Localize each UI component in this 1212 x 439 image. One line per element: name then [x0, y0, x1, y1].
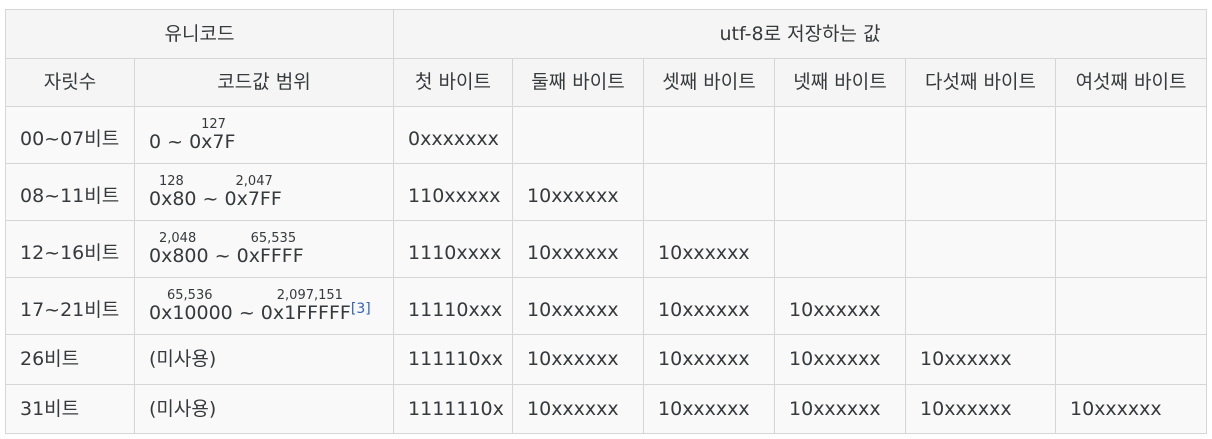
byte-cell: [905, 220, 1057, 278]
byte-cell: 11110xxx: [393, 277, 514, 335]
bits-cell: 26비트: [5, 334, 135, 385]
header-byte-4: 넷째 바이트: [774, 58, 907, 107]
table-row: 00~07비트 0 ~ 0x7F 127 0xxxxxxx: [5, 106, 1208, 164]
range-unused: (미사용): [149, 348, 217, 371]
range-cell: (미사용): [133, 384, 395, 434]
header-range: 코드값 범위: [133, 58, 395, 107]
bits-cell: 12~16비트: [5, 220, 135, 278]
byte-cell: [905, 163, 1057, 221]
range-end: 0x1FFFFF 2,097,151: [260, 287, 351, 324]
byte-cell: [1055, 106, 1208, 164]
byte-cell: 10xxxxxx: [643, 220, 776, 278]
range-start: 0: [149, 130, 162, 153]
header-unicode: 유니코드: [4, 9, 395, 59]
range-cell: 0x10000 65,536 ~ 0x1FFFFF 2,097,151 [3]: [133, 277, 395, 335]
range-end-decimal: 2,097,151: [276, 287, 343, 303]
byte-cell: 10xxxxxx: [643, 334, 776, 385]
byte-cell: 10xxxxxx: [512, 163, 645, 221]
range-start: 0x80 128: [149, 173, 197, 210]
range-end: 0x7FF 2,047: [224, 173, 282, 210]
byte-cell: 1111110x: [393, 384, 514, 434]
table-row: 17~21비트 0x10000 65,536 ~ 0x1FFFFF 2,097,15…: [5, 277, 1208, 335]
header-byte-3: 셋째 바이트: [643, 58, 776, 107]
range-separator: ~: [208, 244, 237, 267]
range-separator: ~: [232, 301, 261, 324]
table-row: 08~11비트 0x80 128 ~ 0x7FF 2,047 110xxxxx 10…: [5, 163, 1208, 221]
byte-cell: [643, 163, 776, 221]
table-row: 26비트 (미사용) 111110xx 10xxxxxx 10xxxxxx 10…: [5, 334, 1208, 385]
header-bits: 자릿수: [5, 58, 135, 107]
utf8-encoding-table: 유니코드 utf-8로 저장하는 값 자릿수 코드값 범위 첫 바이트 둘째 바…: [4, 9, 1208, 434]
byte-cell: [905, 106, 1057, 164]
header-row-sub: 자릿수 코드값 범위 첫 바이트 둘째 바이트 셋째 바이트 넷째 바이트 다섯…: [5, 58, 1208, 107]
byte-cell: 110xxxxx: [393, 163, 514, 221]
byte-cell: 10xxxxxx: [512, 334, 645, 385]
byte-cell: [512, 106, 645, 164]
byte-cell: 10xxxxxx: [905, 334, 1057, 385]
range-unused: (미사용): [149, 397, 217, 420]
byte-cell: 10xxxxxx: [905, 384, 1057, 434]
range-start: 0x800 2,048: [149, 230, 209, 267]
range-end-decimal: 2,047: [235, 173, 273, 189]
range-end-decimal: 65,535: [250, 230, 297, 246]
bits-cell: 31비트: [5, 384, 135, 434]
range-separator: ~: [161, 130, 190, 153]
byte-cell: 10xxxxxx: [512, 220, 645, 278]
byte-cell: [643, 106, 776, 164]
range-cell: (미사용): [133, 334, 395, 385]
byte-cell: [1055, 220, 1208, 278]
citation-link[interactable]: [3]: [350, 300, 371, 317]
bits-cell: 00~07비트: [5, 106, 135, 164]
table-row: 31비트 (미사용) 1111110x 10xxxxxx 10xxxxxx 10…: [5, 384, 1208, 434]
byte-cell: [1055, 334, 1208, 385]
byte-cell: [774, 106, 907, 164]
byte-cell: [774, 220, 907, 278]
range-cell: 0 ~ 0x7F 127: [133, 106, 395, 164]
header-byte-2: 둘째 바이트: [512, 58, 645, 107]
byte-cell: [905, 277, 1057, 335]
byte-cell: 10xxxxxx: [774, 277, 907, 335]
bits-cell: 17~21비트: [5, 277, 135, 335]
byte-cell: 10xxxxxx: [512, 277, 645, 335]
byte-cell: 10xxxxxx: [774, 334, 907, 385]
range-end: 0x7F 127: [189, 116, 236, 153]
header-byte-1: 첫 바이트: [393, 58, 514, 107]
byte-cell: [774, 163, 907, 221]
byte-cell: 10xxxxxx: [643, 384, 776, 434]
range-end: 0xFFFF 65,535: [236, 230, 304, 267]
byte-cell: 10xxxxxx: [1055, 384, 1208, 434]
range-start-decimal: 128: [159, 173, 184, 189]
bits-cell: 08~11비트: [5, 163, 135, 221]
byte-cell: 10xxxxxx: [643, 277, 776, 335]
range-separator: ~: [196, 187, 225, 210]
header-byte-6: 여섯째 바이트: [1055, 58, 1208, 107]
range-end-decimal: 127: [201, 116, 226, 132]
byte-cell: [1055, 277, 1208, 335]
range-cell: 0x80 128 ~ 0x7FF 2,047: [133, 163, 395, 221]
header-row-top: 유니코드 utf-8로 저장하는 값: [4, 9, 1208, 59]
byte-cell: 0xxxxxxx: [393, 106, 514, 164]
range-start-decimal: 65,536: [167, 287, 213, 303]
table-row: 12~16비트 0x800 2,048 ~ 0xFFFF 65,535 1110xx…: [5, 220, 1208, 278]
range-start: 0x10000 65,536: [149, 287, 233, 324]
byte-cell: 111110xx: [393, 334, 514, 385]
header-utf8: utf-8로 저장하는 값: [393, 9, 1208, 59]
range-start-decimal: 2,048: [159, 230, 197, 246]
header-byte-5: 다섯째 바이트: [905, 58, 1057, 107]
range-cell: 0x800 2,048 ~ 0xFFFF 65,535: [133, 220, 395, 278]
byte-cell: 10xxxxxx: [512, 384, 645, 434]
byte-cell: 10xxxxxx: [774, 384, 907, 434]
byte-cell: 1110xxxx: [393, 220, 514, 278]
byte-cell: [1055, 163, 1208, 221]
